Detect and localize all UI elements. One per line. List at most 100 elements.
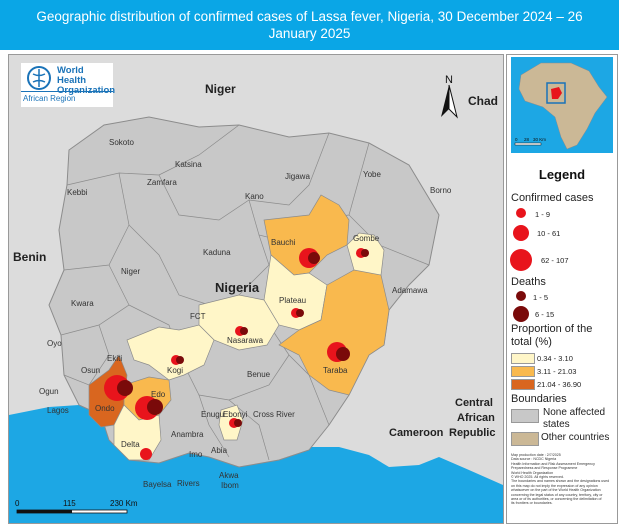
label-niger-country: Niger (205, 82, 236, 96)
legend-cases-symbols (510, 208, 532, 271)
legend-cases-class-3: 62 - 107 (541, 256, 569, 265)
label-imo: Imo (189, 450, 203, 459)
legend-proportion-swatch-1 (511, 353, 535, 364)
legend-proportion-class-1: 0.34 - 3.10 (537, 354, 573, 363)
inset-scale-30: 30 Km (533, 137, 546, 142)
cases-delta (140, 448, 152, 460)
label-edo: Edo (151, 390, 166, 399)
deaths-bauchi (308, 252, 320, 264)
label-cross-river: Cross River (253, 410, 295, 419)
label-central: Central (455, 397, 493, 409)
who-logo-name: World Health Organization (57, 65, 115, 96)
label-plateau: Plateau (279, 296, 306, 305)
legend-proportion-class-2: 3.11 - 21.03 (537, 367, 577, 376)
legend-deaths-symbols (513, 291, 529, 322)
inset-scale-28: 28 (524, 137, 530, 142)
label-kwara: Kwara (71, 299, 94, 308)
label-kebbi: Kebbi (67, 188, 88, 197)
label-gombe: Gombe (353, 234, 380, 243)
deaths-plateau (296, 309, 304, 317)
label-kogi: Kogi (167, 366, 183, 375)
map-title: Geographic distribution of confirmed cas… (36, 9, 583, 41)
state-labels: Sokoto Katsina Zamfara Kebbi Jigawa Yobe… (39, 138, 452, 490)
label-republic: Republic (449, 427, 495, 439)
deaths-edo (147, 399, 163, 415)
deaths-kogi (176, 356, 184, 364)
legend-proportion-class-3: 21.04 - 36.90 (537, 380, 582, 389)
who-emblem-icon (27, 66, 51, 90)
legend-proportion-swatch-2 (511, 366, 535, 377)
scale-bar: 0 115 230 Km (15, 499, 138, 514)
deaths-ondo (117, 380, 133, 396)
label-cameroon: Cameroon (389, 427, 444, 439)
label-zamfara: Zamfara (147, 178, 177, 187)
label-benue: Benue (247, 370, 271, 379)
label-lagos: Lagos (47, 406, 69, 415)
label-chad: Chad (468, 94, 498, 108)
legend-boundary-none-label-2: states (543, 419, 570, 430)
label-ondo: Ondo (95, 404, 115, 413)
north-arrow-icon: N (441, 74, 458, 119)
label-nasarawa: Nasarawa (227, 336, 264, 345)
who-logo: World Health Organization African Region (21, 63, 115, 107)
africa-inset-map: 0 28 30 Km (511, 57, 613, 153)
deaths-nasarawa (240, 327, 248, 335)
state-kogi (126, 324, 215, 381)
country-labels: Niger Chad Benin Nigeria Cameroon Centra… (13, 82, 498, 439)
deaths-ebonyi (234, 419, 242, 427)
label-oyo: Oyo (47, 339, 62, 348)
state-taraba (278, 269, 390, 396)
legend-boundaries-heading: Boundaries (511, 393, 567, 405)
label-bayelsa: Bayelsa (143, 480, 172, 489)
legend-boundary-other-swatch (511, 432, 539, 446)
label-rivers: Rivers (177, 479, 200, 488)
label-ibom: Ibom (221, 481, 239, 490)
map-frame: Niger Chad Benin Nigeria Cameroon Centra… (8, 54, 504, 524)
scale-label-115: 115 (63, 499, 76, 508)
label-borno: Borno (430, 186, 452, 195)
legend-title: Legend (538, 167, 586, 182)
map-disclaimer: Map production date : 2/7/2025 Data sour… (511, 453, 610, 506)
scale-label-0: 0 (15, 499, 20, 508)
label-benin: Benin (13, 250, 46, 264)
label-niger-state: Niger (121, 267, 140, 276)
label-bauchi: Bauchi (271, 238, 296, 247)
label-taraba: Taraba (323, 366, 348, 375)
label-akwa: Akwa (219, 471, 239, 480)
legend-deaths-class-1: 1 - 5 (533, 293, 549, 302)
label-enugu: Enugu (201, 410, 224, 419)
label-kaduna: Kaduna (203, 248, 231, 257)
label-ebonyi: Ebonyi (223, 410, 248, 419)
label-anambra: Anambra (171, 430, 204, 439)
label-adamawa: Adamawa (392, 286, 428, 295)
svg-text:N: N (445, 74, 453, 86)
label-yobe: Yobe (363, 170, 382, 179)
legend-panel: 0 28 30 Km Legend Confirmed cases 1 - 9 … (506, 54, 618, 524)
legend-proportion-swatch-3 (511, 379, 535, 390)
label-fct: FCT (190, 312, 206, 321)
label-kano: Kano (245, 192, 264, 201)
label-katsina: Katsina (175, 160, 202, 169)
map-title-bar: Geographic distribution of confirmed cas… (0, 0, 619, 50)
deaths-gombe (361, 249, 369, 257)
ocean (9, 405, 503, 523)
legend-boundary-none-label-1: None affected (543, 407, 606, 418)
label-abia: Abia (211, 446, 228, 455)
who-logo-region: African Region (23, 94, 76, 103)
legend-cases-class-1: 1 - 9 (535, 210, 551, 219)
legend-cases-heading: Confirmed cases (511, 192, 594, 204)
label-ekiti: Ekiti (107, 354, 122, 363)
who-logo-divider (21, 91, 113, 92)
legend-deaths-heading: Deaths (511, 276, 546, 288)
inset-scale-0: 0 (515, 137, 518, 142)
legend-boundary-other-label: Other countries (541, 432, 610, 443)
label-osun: Osun (81, 366, 100, 375)
legend-proportion-heading-1: Proportion of the (511, 323, 593, 335)
deaths-taraba (336, 347, 350, 361)
legend-proportion-heading-2: total (%) (511, 336, 552, 348)
label-nigeria: Nigeria (215, 280, 260, 295)
label-ogun: Ogun (39, 387, 59, 396)
label-african: African (457, 412, 495, 424)
scale-label-230: 230 Km (110, 499, 138, 508)
label-jigawa: Jigawa (285, 172, 310, 181)
